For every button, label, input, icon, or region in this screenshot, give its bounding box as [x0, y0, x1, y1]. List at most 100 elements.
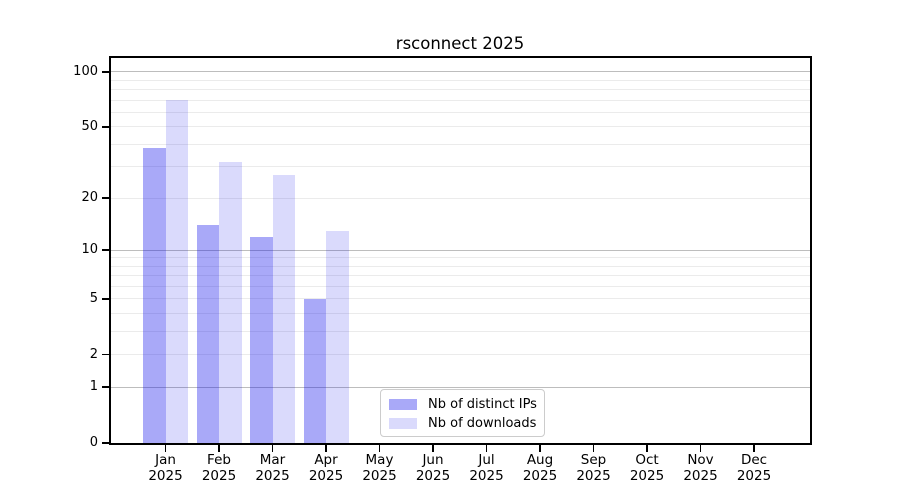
x-tick-label-line: Dec: [740, 452, 768, 468]
x-tick-mark: [378, 445, 381, 452]
gridline-minor: [111, 89, 810, 91]
x-tick-mark: [592, 445, 595, 452]
y-tick-label: 1: [89, 379, 98, 395]
y-tick-mark: [102, 386, 109, 389]
x-tick-mark: [271, 445, 274, 452]
x-tick-label-line: 2025: [469, 468, 504, 484]
x-tick-mark: [753, 445, 755, 452]
gridline-minor: [111, 286, 810, 287]
x-tick-label: Sep 2025: [558, 452, 630, 484]
x-tick-label-line: Sep: [580, 452, 607, 468]
x-tick-mark: [325, 445, 327, 452]
x-tick-label-line: Aug: [526, 452, 554, 468]
gridline-minor: [111, 79, 810, 81]
gridline-minor: [111, 111, 810, 113]
gridline-minor: [111, 257, 810, 259]
x-tick-mark: [699, 445, 702, 452]
gridline-minor: [111, 354, 810, 356]
y-tick-label: 5: [89, 290, 98, 306]
x-tick-label: Apr 2025: [290, 452, 362, 484]
x-tick-label-line: 2025: [629, 468, 665, 484]
y-tick-label: 100: [73, 63, 98, 79]
x-tick-label: Jan 2025: [130, 452, 202, 484]
x-tick-label-line: 2025: [308, 468, 344, 484]
bar-distinct-ips: [303, 298, 326, 443]
x-tick-label: Mar 2025: [237, 452, 309, 484]
legend-row-distinct-ips: Nb of distinct IPs: [389, 396, 537, 413]
gridline-major: [111, 71, 810, 73]
legend-swatch-downloads: [389, 418, 417, 429]
gridline-minor: [111, 313, 810, 315]
y-tick-label: 20: [81, 190, 98, 206]
x-tick-mark: [164, 445, 167, 452]
x-tick-label: Jul 2025: [451, 452, 523, 484]
x-tick-label-line: Mar: [259, 452, 286, 468]
y-tick-label: 0: [89, 435, 98, 450]
y-tick-label: 10: [81, 242, 98, 258]
x-tick-label-line: 2025: [255, 468, 290, 484]
gridline-minor: [111, 298, 810, 300]
y-tick-label: 50: [81, 118, 98, 134]
y-tick-mark: [102, 71, 109, 73]
bar-distinct-ips: [196, 225, 219, 443]
x-tick-label-line: 2025: [522, 468, 558, 484]
x-tick-label-line: 2025: [736, 468, 772, 484]
bar-distinct-ips: [143, 148, 166, 443]
x-tick-label-line: 2025: [362, 468, 397, 484]
gridline-minor: [111, 143, 810, 145]
x-tick-label: Aug 2025: [504, 452, 576, 484]
legend-label-downloads: Nb of downloads: [428, 416, 537, 431]
gridline-major: [111, 249, 810, 251]
gridline-minor: [111, 166, 810, 168]
x-tick-label-line: 2025: [683, 468, 718, 484]
plot-area: [111, 58, 810, 443]
x-tick-mark: [539, 445, 541, 452]
gridline-minor: [111, 331, 810, 333]
bar-downloads: [326, 230, 349, 443]
gridline-minor: [111, 197, 810, 199]
x-tick-label-line: Oct: [635, 452, 659, 468]
y-tick-mark: [102, 298, 109, 300]
y-tick-mark: [102, 353, 109, 356]
x-tick-label-line: Jan: [155, 452, 176, 468]
bar-downloads: [165, 100, 188, 443]
x-tick-label-line: 2025: [201, 468, 237, 484]
x-tick-label-line: 2025: [415, 468, 451, 484]
legend: Nb of distinct IPs Nb of downloads: [380, 389, 545, 437]
x-tick-mark: [485, 445, 488, 452]
x-tick-mark: [646, 445, 648, 452]
x-tick-label-line: May: [365, 452, 394, 468]
x-tick-label-line: Apr: [314, 452, 338, 468]
bar-downloads: [272, 175, 295, 443]
legend-label-distinct-ips: Nb of distinct IPs: [428, 397, 537, 412]
x-tick-label: May 2025: [344, 452, 416, 484]
x-tick-label: Feb 2025: [183, 452, 255, 484]
gridline-minor: [111, 126, 810, 128]
x-tick-label: Oct 2025: [611, 452, 683, 484]
y-tick-mark: [102, 442, 109, 444]
x-tick-mark: [218, 445, 220, 452]
x-tick-label-line: Jun: [422, 452, 444, 468]
legend-row-downloads: Nb of downloads: [389, 415, 536, 432]
x-tick-label-line: Feb: [207, 452, 231, 468]
gridline-minor: [111, 275, 810, 277]
x-tick-label-line: 2025: [148, 468, 183, 484]
y-tick-mark: [102, 249, 109, 251]
gridline-major: [111, 386, 810, 388]
x-tick-label-line: 2025: [576, 468, 611, 484]
x-tick-label: Nov 2025: [665, 452, 737, 484]
y-tick-label: 2: [89, 346, 98, 362]
chart-title: rsconnect 2025: [395, 34, 525, 53]
legend-swatch-distinct-ips: [389, 399, 417, 410]
x-tick-label-line: Jul: [478, 452, 495, 468]
x-tick-mark: [432, 445, 434, 452]
y-tick-mark: [102, 197, 109, 199]
gridline-minor: [111, 99, 810, 101]
y-tick-mark: [102, 126, 109, 128]
x-tick-label-line: Nov: [687, 452, 714, 468]
gridline-minor: [111, 265, 810, 267]
x-tick-label: Jun 2025: [397, 452, 469, 484]
bar-downloads: [219, 161, 242, 443]
bar-distinct-ips: [250, 236, 273, 443]
